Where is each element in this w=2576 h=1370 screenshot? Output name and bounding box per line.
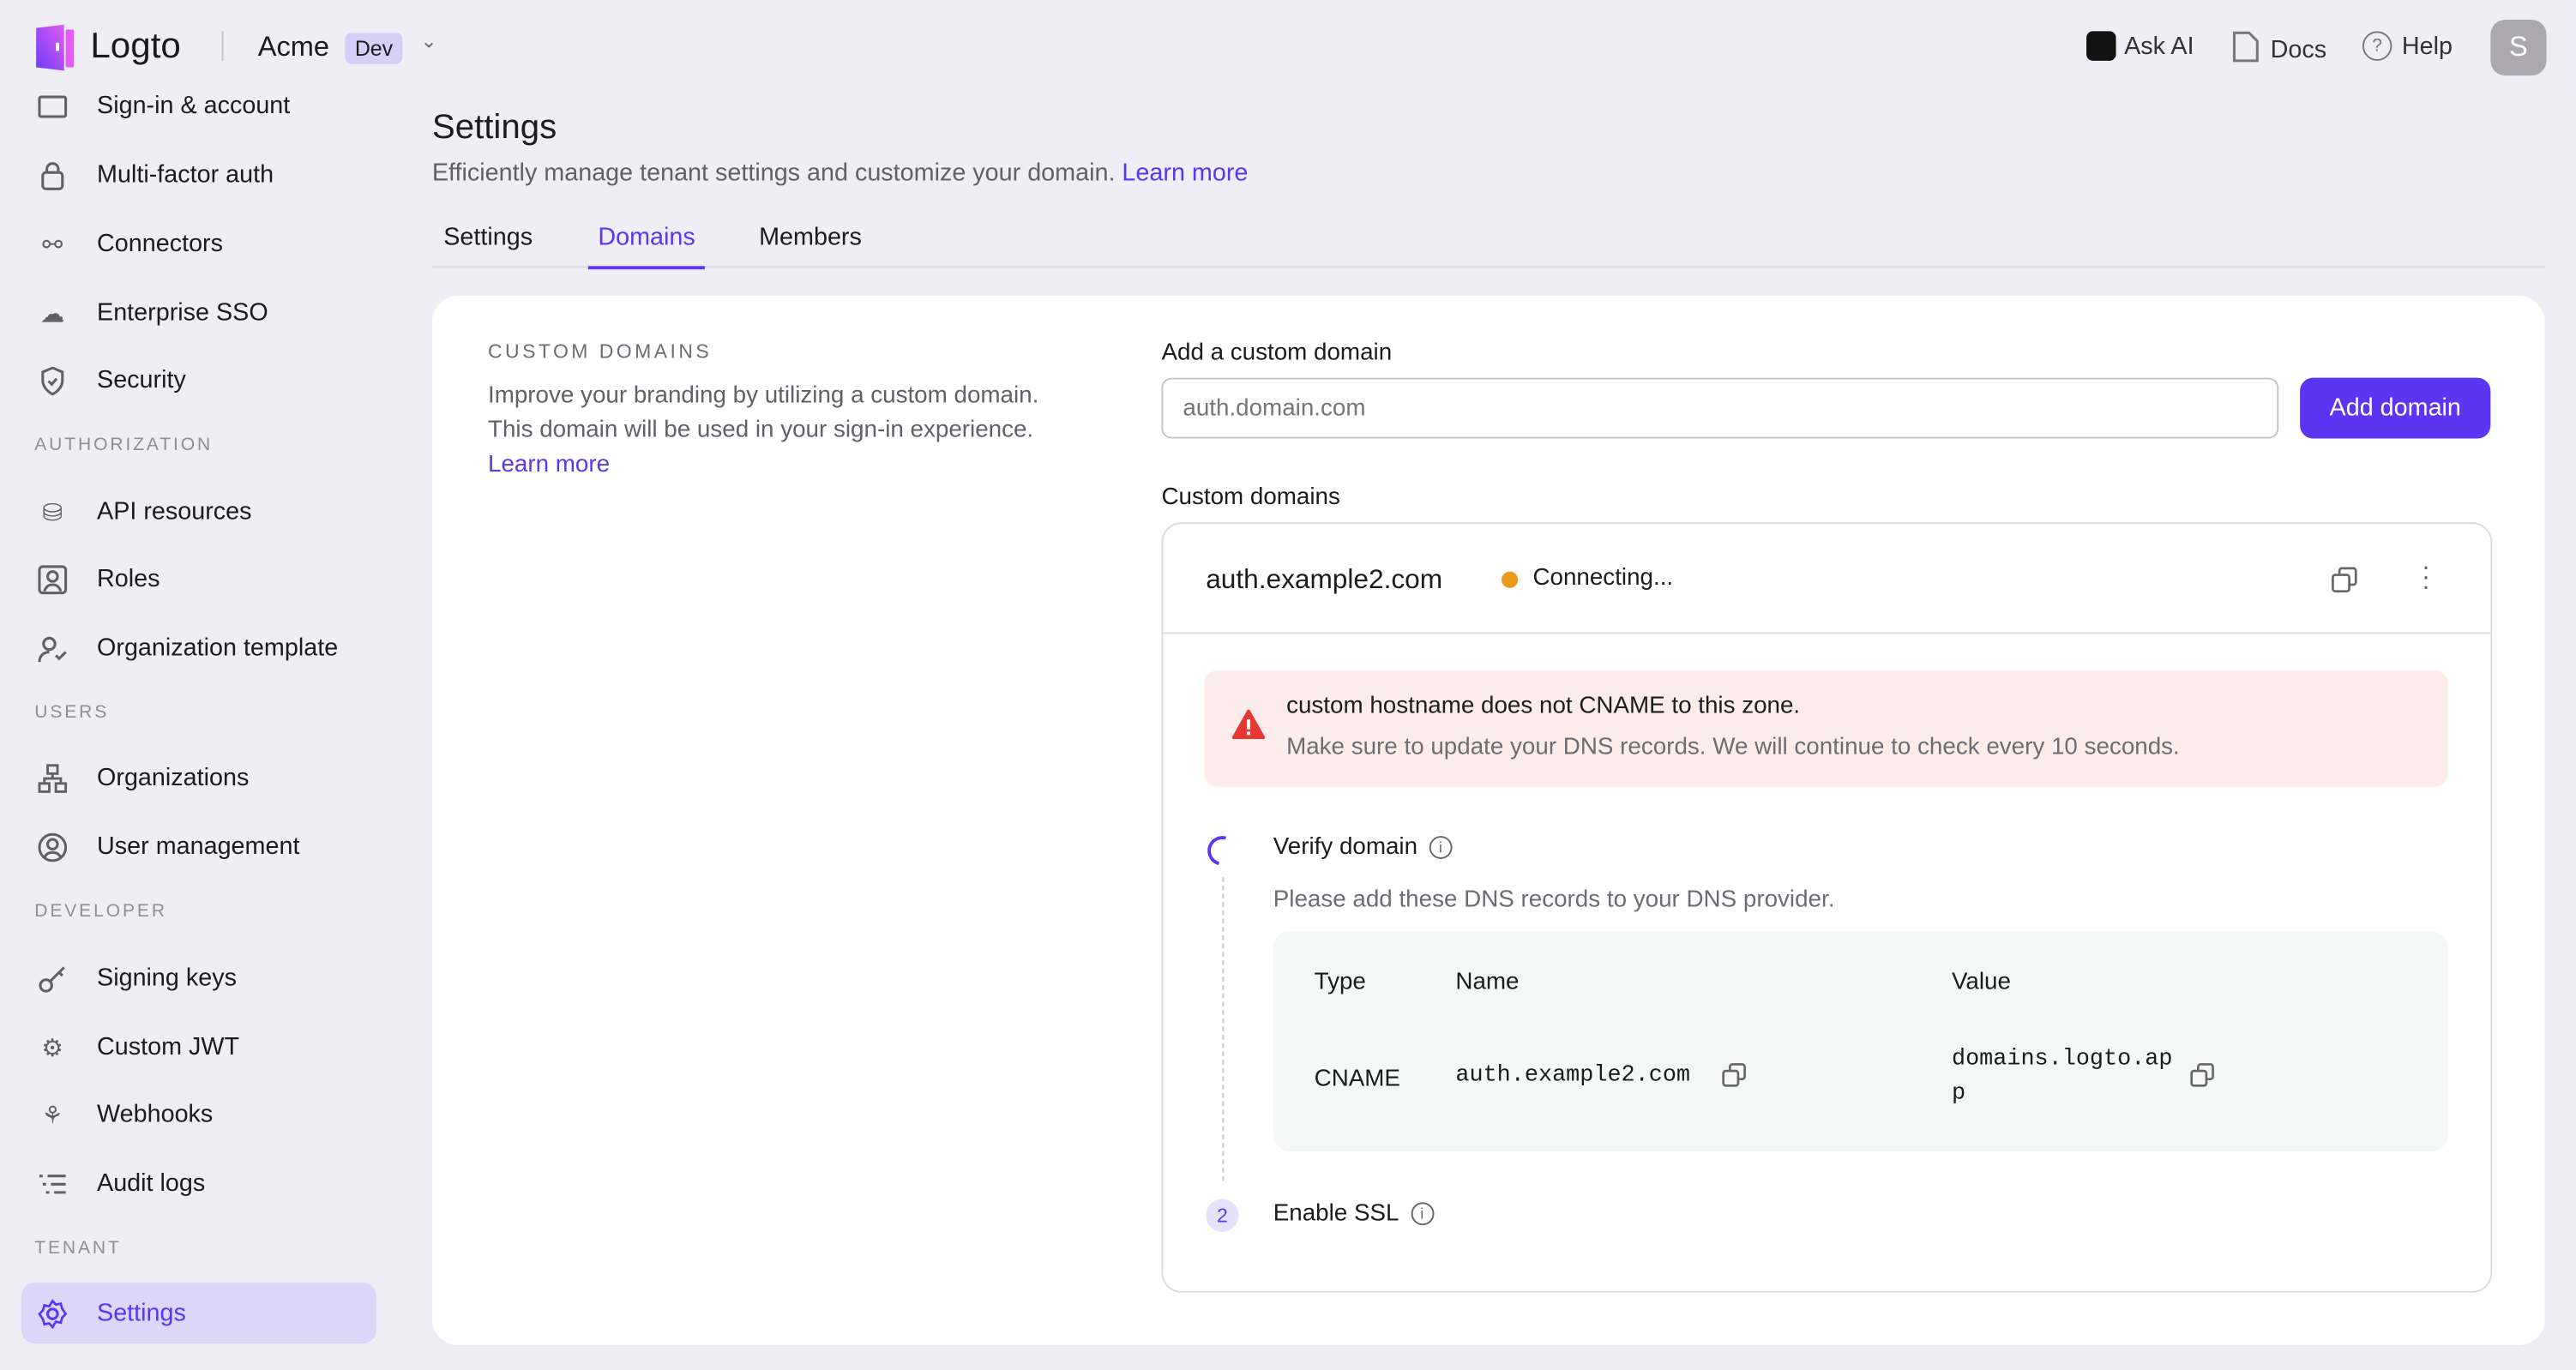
top-bar: Logto Acme Dev ⌄ Ask AI Docs ? Help S	[0, 0, 2576, 93]
dns-records-table: Type Name Value CNAME auth.example2.com …	[1273, 931, 2448, 1151]
step-number-badge: 2	[1206, 1199, 1239, 1232]
section-users: USERS	[34, 702, 110, 723]
divider	[221, 31, 224, 61]
gear-icon	[36, 1297, 69, 1330]
tabs-divider	[431, 266, 2545, 268]
user-circle-icon	[36, 830, 69, 862]
card-learn-more-link[interactable]: Learn more	[487, 451, 611, 478]
sidebar-item-organization-template[interactable]: Organization template	[21, 617, 376, 678]
shield-icon	[36, 364, 69, 396]
record-value: domains.logto.app	[1951, 1046, 2173, 1108]
key-icon	[36, 962, 69, 994]
tab-members[interactable]: Members	[759, 223, 862, 252]
add-domain-button[interactable]: Add domain	[2300, 377, 2491, 439]
step-verify-domain: Verify domain i	[1273, 834, 1453, 861]
jwt-icon: ⚙	[41, 1033, 64, 1062]
domain-input[interactable]	[1161, 377, 2279, 439]
window-icon	[36, 89, 69, 122]
organization-icon	[36, 761, 69, 794]
info-icon[interactable]: i	[1429, 836, 1453, 859]
step-connector	[1222, 877, 1225, 1181]
sidebar-item-organizations[interactable]: Organizations	[21, 748, 376, 808]
loading-spinner-icon	[1201, 830, 1243, 871]
entry-divider	[1163, 632, 2491, 634]
status-text: Connecting...	[1532, 565, 1674, 592]
domain-name: auth.example2.com	[1206, 565, 1443, 595]
step-verify-description: Please add these DNS records to your DNS…	[1273, 886, 1835, 914]
step-enable-ssl: Enable SSL i	[1273, 1200, 1434, 1227]
more-options-icon[interactable]: · · ·	[2421, 553, 2431, 602]
cloud-icon: ☁	[39, 299, 65, 328]
help-icon: ?	[2362, 31, 2392, 61]
record-type: CNAME	[1314, 1066, 1400, 1093]
page-title: Settings	[431, 108, 557, 147]
docs-button[interactable]: Docs	[2232, 31, 2326, 69]
error-alert: custom hostname does not CNAME to this z…	[1204, 670, 2448, 787]
user-check-icon	[36, 632, 69, 664]
sidebar-item-settings[interactable]: Settings	[21, 1283, 376, 1344]
sidebar-item-roles[interactable]: Roles	[21, 549, 376, 610]
error-title: custom hostname does not CNAME to this z…	[1286, 693, 1801, 720]
tenant-name[interactable]: Acme	[257, 31, 330, 63]
record-name: auth.example2.com	[1455, 1062, 1691, 1090]
document-icon	[2232, 31, 2260, 69]
sidebar-item-sign-in[interactable]: Sign-in & account	[21, 75, 376, 136]
tab-settings[interactable]: Settings	[443, 223, 533, 252]
section-authorization: AUTHORIZATION	[34, 435, 214, 455]
connector-icon: ⚯	[42, 231, 63, 259]
copy-icon[interactable]	[2332, 567, 2358, 601]
sidebar-item-custom-jwt[interactable]: ⚙ Custom JWT	[21, 1017, 376, 1078]
column-header-value: Value	[1951, 969, 2011, 995]
sidebar-item-signing-keys[interactable]: Signing keys	[21, 947, 376, 1008]
sidebar-item-enterprise-sso[interactable]: ☁ Enterprise SSO	[21, 283, 376, 344]
status-dot-icon	[1502, 571, 1519, 588]
custom-domains-label: Custom domains	[1161, 484, 1340, 511]
section-developer: DEVELOPER	[34, 901, 167, 922]
role-icon	[36, 562, 69, 595]
domain-entry: auth.example2.com Connecting... · · · cust…	[1161, 522, 2493, 1293]
sidebar-item-webhooks[interactable]: ⚘ Webhooks	[21, 1084, 376, 1145]
section-tenant: TENANT	[34, 1238, 122, 1259]
ask-ai-button[interactable]: Ask AI	[2086, 31, 2194, 61]
error-detail: Make sure to update your DNS records. We…	[1286, 734, 2180, 761]
env-badge: Dev	[345, 33, 403, 64]
sidebar-item-user-management[interactable]: User management	[21, 816, 376, 877]
copy-value-icon[interactable]	[2190, 1063, 2215, 1094]
robot-icon	[2086, 31, 2116, 61]
api-icon: ⛁	[42, 498, 63, 527]
help-button[interactable]: ? Help	[2362, 31, 2453, 61]
info-icon[interactable]: i	[1410, 1202, 1434, 1226]
section-description: Improve your branding by utilizing a cus…	[487, 382, 1039, 478]
section-title: CUSTOM DOMAINS	[487, 339, 713, 364]
sidebar-item-security[interactable]: Security	[21, 350, 376, 411]
avatar[interactable]: S	[2490, 19, 2547, 76]
column-header-name: Name	[1455, 969, 1520, 995]
copy-name-icon[interactable]	[1722, 1063, 1747, 1094]
brand-name: Logto	[90, 24, 181, 66]
warning-icon	[1231, 709, 1266, 748]
page-subtitle: Efficiently manage tenant settings and c…	[431, 159, 1249, 188]
column-header-type: Type	[1314, 969, 1366, 995]
learn-more-link[interactable]: Learn more	[1122, 159, 1249, 188]
custom-domains-card: CUSTOM DOMAINS Improve your branding by …	[431, 295, 2545, 1346]
add-domain-label: Add a custom domain	[1161, 339, 1393, 367]
sidebar-item-mfa[interactable]: Multi-factor auth	[21, 145, 376, 206]
sidebar-item-connectors[interactable]: ⚯ Connectors	[21, 213, 376, 274]
logto-logo[interactable]	[34, 23, 77, 81]
lock-icon	[36, 159, 69, 191]
sidebar-item-audit-logs[interactable]: Audit logs	[21, 1153, 376, 1214]
list-icon	[36, 1167, 69, 1199]
webhook-icon: ⚘	[41, 1101, 64, 1130]
chevron-down-icon[interactable]: ⌄	[420, 29, 437, 53]
sidebar-item-api-resources[interactable]: ⛁ API resources	[21, 481, 376, 542]
tab-domains[interactable]: Domains	[587, 224, 706, 270]
